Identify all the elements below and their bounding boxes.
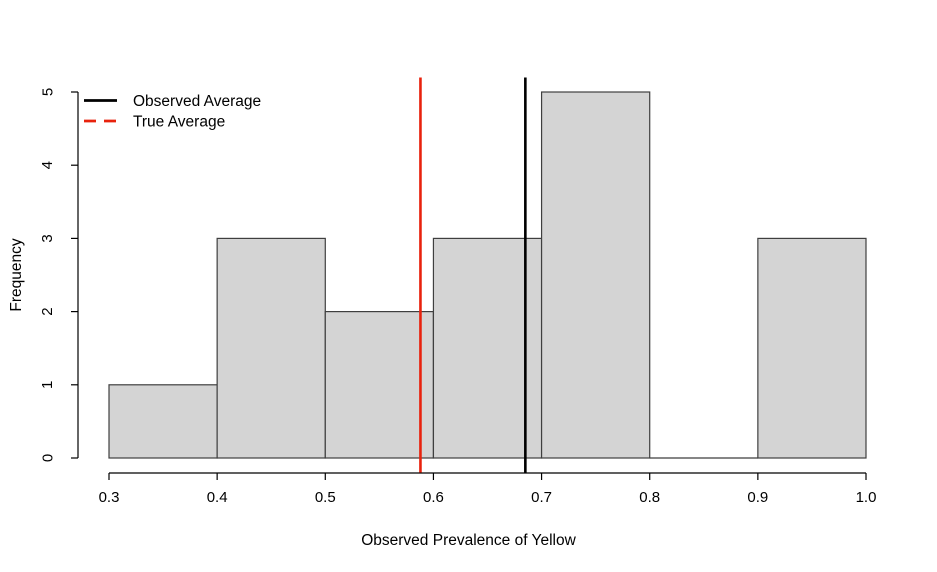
histogram-bar bbox=[108, 384, 218, 459]
x-axis-tick-label: 0.3 bbox=[99, 489, 120, 506]
x-axis-tick-label: 1.0 bbox=[856, 489, 877, 506]
histogram-bar bbox=[757, 237, 867, 459]
histogram-bar bbox=[540, 91, 651, 459]
x-axis-tick-label: 0.7 bbox=[531, 489, 552, 506]
y-axis-tick-label: 1 bbox=[39, 381, 56, 389]
y-axis-tick-label: 4 bbox=[39, 161, 56, 169]
x-axis-title: Observed Prevalence of Yellow bbox=[361, 532, 576, 549]
x-axis-tick-label: 0.6 bbox=[423, 489, 444, 506]
y-axis-tick-label: 2 bbox=[39, 307, 56, 315]
y-axis-tick-label: 0 bbox=[39, 454, 56, 462]
y-axis-title: Frequency bbox=[8, 238, 25, 312]
x-axis-tick-label: 0.8 bbox=[639, 489, 660, 506]
histogram-bar bbox=[432, 237, 543, 459]
y-axis-tick-label: 3 bbox=[39, 234, 56, 242]
histogram-bar bbox=[216, 237, 326, 459]
histogram-bar bbox=[324, 311, 435, 459]
y-axis-tick-label: 5 bbox=[39, 88, 56, 96]
x-axis-tick-label: 0.4 bbox=[207, 489, 228, 506]
x-axis-tick-label: 0.5 bbox=[315, 489, 336, 506]
x-axis-tick-label: 0.9 bbox=[747, 489, 768, 506]
legend-label: True Average bbox=[133, 114, 225, 131]
legend-label: Observed Average bbox=[133, 93, 261, 110]
